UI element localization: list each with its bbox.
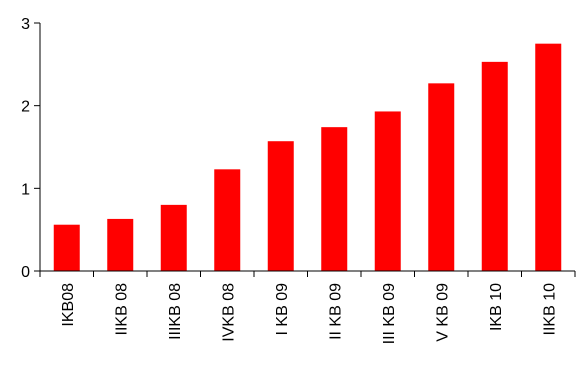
bars: [53, 43, 562, 271]
y-tick-label: 0: [21, 264, 30, 281]
bar-ikb-10: [481, 61, 508, 271]
x-tick-label: IIIKB 08: [167, 283, 184, 340]
x-tick-label: IIKB 10: [541, 283, 558, 336]
x-tick-label: IIKB 08: [113, 283, 130, 336]
bar-v-kb-09: [428, 83, 455, 271]
bar-iikb-08: [107, 218, 134, 271]
y-tick-label: 1: [21, 181, 30, 198]
x-tick-label: V KB 09: [434, 283, 451, 342]
bar-iikb-10: [535, 43, 562, 271]
bar-i-kb-09: [267, 141, 294, 271]
y-tick-label: 2: [21, 99, 30, 116]
x-tick-label: IKB08: [60, 283, 77, 327]
bar-ivkb-08: [214, 169, 241, 271]
x-axis: IKB08 IIKB 08 IIIKB 08 IVKB 08 I KB 09 II KB …: [39, 270, 576, 344]
bar-iiikb-08: [160, 204, 187, 271]
bar-ii-kb-09: [321, 127, 348, 271]
x-tick-label: I KB 09: [274, 283, 291, 336]
y-axis: 0 1 2 3: [21, 16, 41, 281]
x-tick-label: II KB 09: [327, 283, 344, 340]
x-tick-label: IVKB 08: [220, 283, 237, 342]
x-tick-label: III KB 09: [381, 283, 398, 344]
y-tick-label: 3: [21, 16, 30, 33]
x-tick-label: IKB 10: [488, 283, 505, 331]
bar-iii-kb-09: [374, 111, 401, 271]
bar-ikb08: [53, 224, 80, 271]
